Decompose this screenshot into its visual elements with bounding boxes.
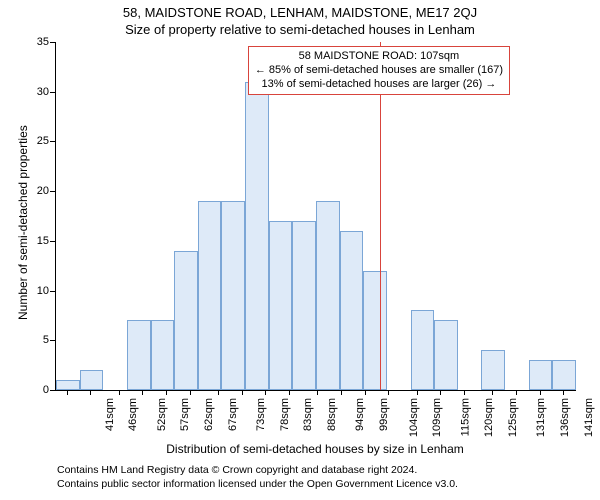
histogram-bar <box>434 320 458 390</box>
histogram-bar <box>174 251 198 390</box>
annotation-line3: 13% of semi-detached houses are larger (… <box>255 78 503 92</box>
x-tick-mark <box>67 390 68 395</box>
x-tick-mark <box>464 390 465 395</box>
x-tick-label: 109sqm <box>431 398 443 437</box>
x-tick-mark <box>440 390 441 395</box>
x-tick-mark <box>190 390 191 395</box>
chart-stage: 58, MAIDSTONE ROAD, LENHAM, MAIDSTONE, M… <box>0 0 600 500</box>
histogram-bar <box>269 221 293 390</box>
x-tick-mark <box>492 390 493 395</box>
x-tick-mark <box>317 390 318 395</box>
x-tick-mark <box>242 390 243 395</box>
y-tick-label: 25 <box>27 135 49 147</box>
x-tick-mark <box>540 390 541 395</box>
chart-title-line1: 58, MAIDSTONE ROAD, LENHAM, MAIDSTONE, M… <box>0 5 600 20</box>
histogram-bar <box>481 350 505 390</box>
x-tick-label: 99sqm <box>378 398 390 431</box>
histogram-bar <box>127 320 151 390</box>
x-axis-label: Distribution of semi-detached houses by … <box>55 442 575 456</box>
x-tick-label: 57sqm <box>179 398 191 431</box>
x-tick-label: 125sqm <box>507 398 519 437</box>
annotation-line1: 58 MAIDSTONE ROAD: 107sqm <box>255 50 503 64</box>
histogram-bar <box>221 201 245 390</box>
chart-title-line2: Size of property relative to semi-detach… <box>0 22 600 37</box>
x-tick-label: 73sqm <box>255 398 267 431</box>
annotation-box: 58 MAIDSTONE ROAD: 107sqm← 85% of semi-d… <box>248 46 510 95</box>
histogram-bar <box>56 380 80 390</box>
y-tick-label: 5 <box>27 334 49 346</box>
y-tick-mark <box>50 390 55 391</box>
x-tick-mark <box>388 390 389 395</box>
x-tick-label: 141sqm <box>583 398 595 437</box>
x-tick-mark <box>365 390 366 395</box>
histogram-bar <box>198 201 222 390</box>
y-tick-label: 35 <box>27 36 49 48</box>
x-tick-label: 67sqm <box>227 398 239 431</box>
y-tick-mark <box>50 291 55 292</box>
histogram-bar <box>363 271 387 390</box>
y-tick-label: 20 <box>27 185 49 197</box>
histogram-bar <box>80 370 104 390</box>
x-tick-mark <box>90 390 91 395</box>
x-tick-label: 52sqm <box>156 398 168 431</box>
y-tick-mark <box>50 92 55 93</box>
footnote-line1: Contains HM Land Registry data © Crown c… <box>57 464 417 476</box>
histogram-bar <box>151 320 175 390</box>
x-tick-mark <box>417 390 418 395</box>
x-tick-label: 104sqm <box>408 398 420 437</box>
footnote-line2: Contains public sector information licen… <box>57 478 458 490</box>
x-tick-mark <box>142 390 143 395</box>
x-tick-mark <box>166 390 167 395</box>
y-tick-label: 10 <box>27 285 49 297</box>
x-tick-label: 62sqm <box>203 398 215 431</box>
annotation-line2: ← 85% of semi-detached houses are smalle… <box>255 64 503 78</box>
x-tick-mark <box>289 390 290 395</box>
x-tick-label: 41sqm <box>104 398 116 431</box>
y-tick-label: 15 <box>27 235 49 247</box>
histogram-bar <box>529 360 553 390</box>
x-tick-mark <box>516 390 517 395</box>
y-tick-mark <box>50 340 55 341</box>
x-tick-label: 83sqm <box>302 398 314 431</box>
x-tick-label: 131sqm <box>535 398 547 437</box>
x-tick-label: 88sqm <box>326 398 338 431</box>
x-tick-label: 78sqm <box>279 398 291 431</box>
x-tick-mark <box>218 390 219 395</box>
histogram-bar <box>316 201 340 390</box>
y-tick-mark <box>50 42 55 43</box>
x-tick-mark <box>119 390 120 395</box>
x-tick-mark <box>341 390 342 395</box>
histogram-bar <box>552 360 576 390</box>
histogram-bar <box>340 231 364 390</box>
y-tick-mark <box>50 241 55 242</box>
y-tick-label: 30 <box>27 86 49 98</box>
x-tick-mark <box>563 390 564 395</box>
x-tick-mark <box>265 390 266 395</box>
x-tick-label: 46sqm <box>127 398 139 431</box>
y-tick-label: 0 <box>27 384 49 396</box>
x-tick-label: 120sqm <box>483 398 495 437</box>
x-tick-label: 115sqm <box>459 398 471 436</box>
histogram-bar <box>292 221 316 390</box>
histogram-bar <box>245 82 269 390</box>
x-tick-label: 136sqm <box>559 398 571 437</box>
x-tick-label: 94sqm <box>354 398 366 431</box>
histogram-bar <box>411 310 435 390</box>
y-tick-mark <box>50 141 55 142</box>
y-tick-mark <box>50 191 55 192</box>
